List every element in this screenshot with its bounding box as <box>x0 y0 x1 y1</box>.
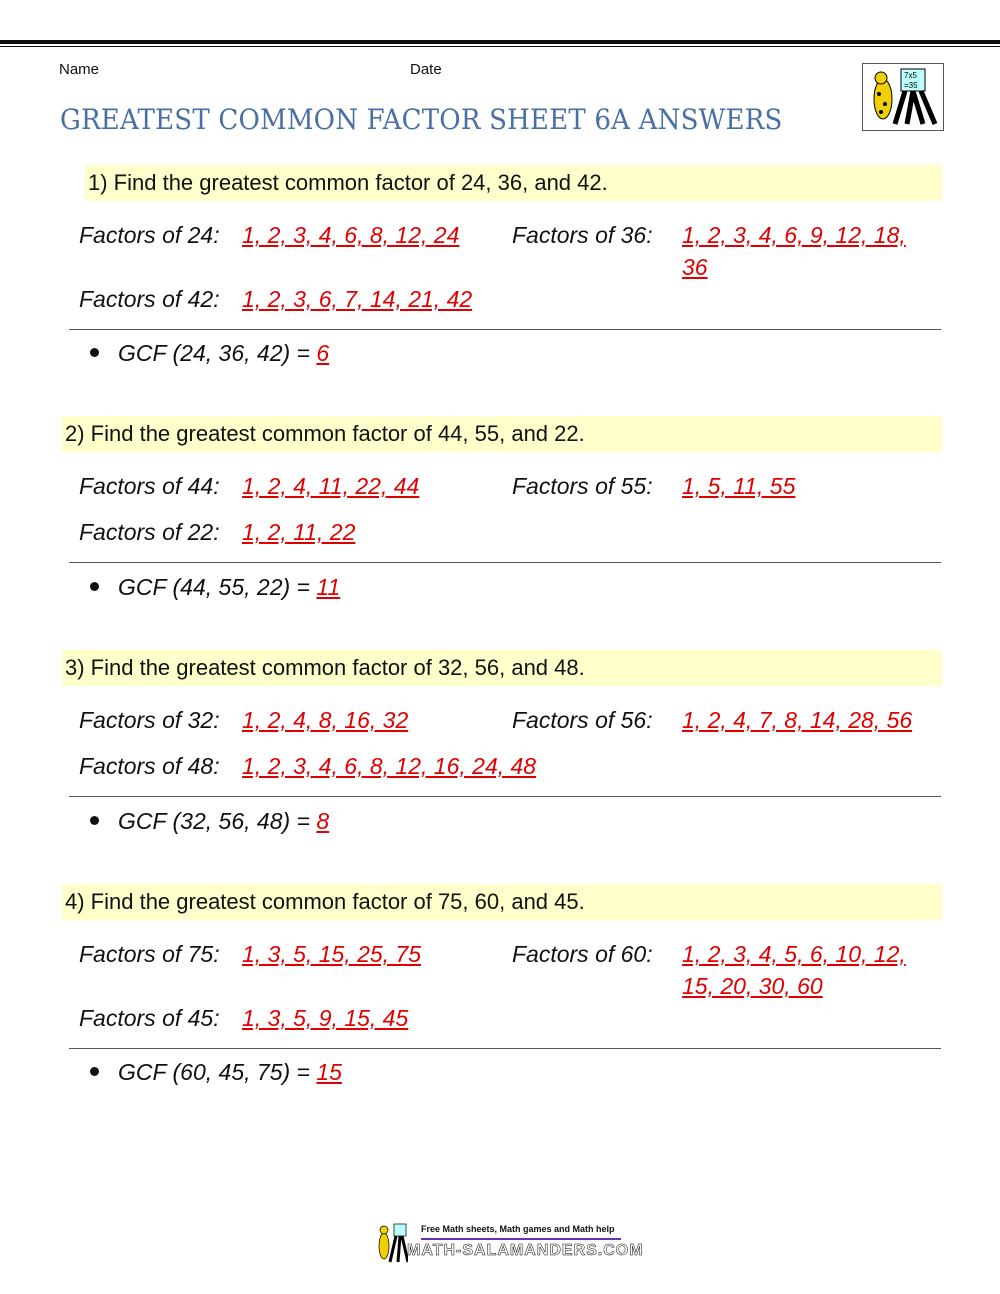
factors-answer: 1, 2, 11, 22 <box>242 519 356 545</box>
bullet-icon <box>90 348 99 358</box>
factors-label: Factors of 55: <box>512 473 653 499</box>
question: 4) Find the greatest common factor of 75… <box>62 884 942 920</box>
gcf-answer-line: GCF (44, 55, 22) = 11 <box>90 571 340 603</box>
factors-answer: 1, 2, 3, 6, 7, 14, 21, 42 <box>242 286 473 312</box>
svg-text:=35: =35 <box>904 81 918 90</box>
factors-answer: 1, 3, 5, 15, 25, 75 <box>242 941 422 967</box>
page-title: GREATEST COMMON FACTOR SHEET 6A ANSWERS <box>60 103 783 136</box>
gcf-answer: 11 <box>316 574 341 600</box>
gcf-label: GCF (24, 36, 42) = <box>118 340 317 366</box>
factors-answer: 1, 2, 3, 4, 6, 8, 12, 24 <box>242 222 460 248</box>
factors-answer: 1, 2, 3, 4, 6, 9, 12, 18, 36 <box>682 222 906 280</box>
bullet-icon <box>90 816 99 826</box>
factors-label: Factors of 48: <box>79 753 220 779</box>
date-label: Date <box>410 61 442 78</box>
footer-tagline: Free Math sheets, Math games and Math he… <box>421 1224 615 1234</box>
factors-answer: 1, 2, 4, 7, 8, 14, 28, 56 <box>682 707 913 733</box>
question: 3) Find the greatest common factor of 32… <box>62 650 942 686</box>
gcf-label: GCF (32, 56, 48) = <box>118 808 317 834</box>
factors-label: Factors of 36: <box>512 222 653 248</box>
factors-answer: 1, 2, 4, 8, 16, 32 <box>242 707 409 733</box>
footer-site-name: MATH-SALAMANDERS.COM <box>407 1242 644 1260</box>
factors-label: Factors of 45: <box>79 1005 220 1031</box>
factors-label: Factors of 56: <box>512 707 653 733</box>
question: 1) Find the greatest common factor of 24… <box>85 165 942 201</box>
factors-label: Factors of 22: <box>79 519 220 545</box>
footer-rule <box>421 1238 621 1240</box>
top-rule <box>0 40 1000 44</box>
gcf-label: GCF (60, 45, 75) = <box>118 1059 317 1085</box>
question: 2) Find the greatest common factor of 44… <box>62 416 942 452</box>
gcf-answer-line: GCF (60, 45, 75) = 15 <box>90 1056 342 1088</box>
factors-answer: 1, 5, 11, 55 <box>682 473 796 499</box>
gcf-answer: 6 <box>316 340 330 366</box>
factors-answer: 1, 2, 3, 4, 6, 8, 12, 16, 24, 48 <box>242 753 537 779</box>
gcf-answer-line: GCF (32, 56, 48) = 8 <box>90 805 329 837</box>
factors-label: Factors of 24: <box>79 222 220 248</box>
bullet-icon <box>90 582 99 592</box>
salamander-icon <box>378 1223 408 1263</box>
name-label: Name <box>59 61 100 78</box>
factors-label: Factors of 60: <box>512 941 653 967</box>
factors-label: Factors of 32: <box>79 707 220 733</box>
factors-answer: 1, 2, 4, 11, 22, 44 <box>242 473 420 499</box>
bullet-icon <box>90 1067 99 1077</box>
factors-label: Factors of 42: <box>79 286 220 312</box>
gcf-label: GCF (44, 55, 22) = <box>118 574 317 600</box>
footer-logo: Free Math sheets, Math games and Math he… <box>374 1222 643 1264</box>
salamander-logo: 7x5 =35 <box>862 63 944 131</box>
factors-label: Factors of 75: <box>79 941 220 967</box>
gcf-answer-line: GCF (24, 36, 42) = 6 <box>90 337 329 369</box>
factors-label: Factors of 44: <box>79 473 220 499</box>
factors-answer: 1, 2, 3, 4, 5, 6, 10, 12, 15, 20, 30, 60 <box>682 941 906 999</box>
gcf-answer: 8 <box>316 808 330 834</box>
gcf-answer: 15 <box>316 1059 342 1085</box>
svg-text:7x5: 7x5 <box>904 71 917 80</box>
top-rule-thin <box>0 46 1000 47</box>
factors-answer: 1, 3, 5, 9, 15, 45 <box>242 1005 409 1031</box>
